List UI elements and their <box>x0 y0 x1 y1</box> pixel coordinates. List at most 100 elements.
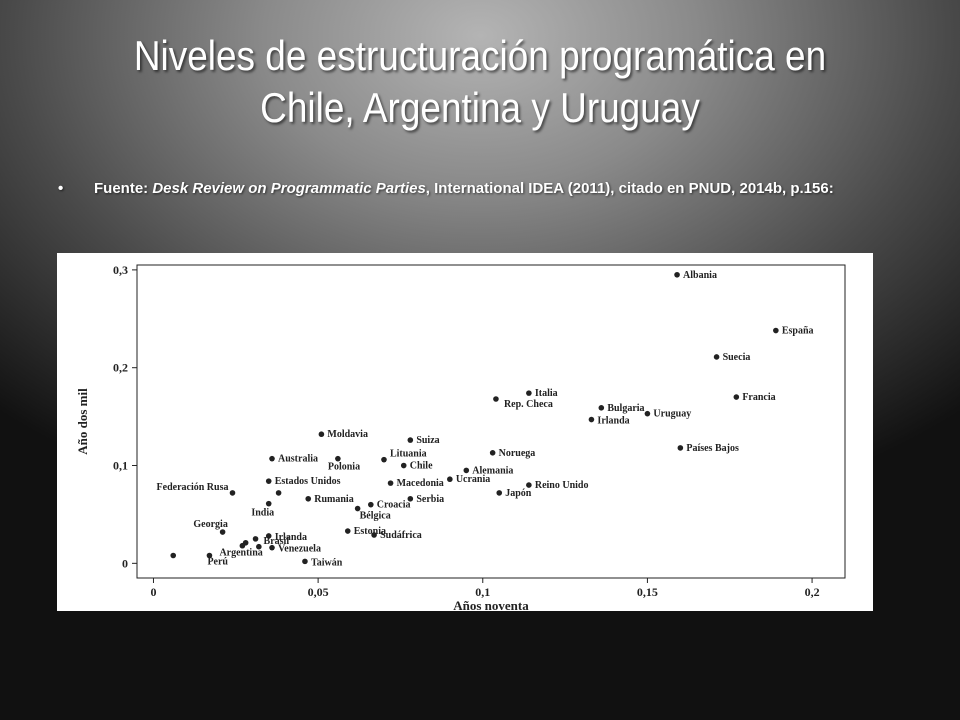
point-label: Suecia <box>723 352 751 363</box>
point-label: España <box>782 326 814 337</box>
data-point <box>275 490 282 496</box>
data-point <box>526 390 532 396</box>
x-tick-label: 0 <box>150 585 156 599</box>
data-point <box>170 552 177 559</box>
point-label: Estados Unidos <box>275 476 341 487</box>
point-label: Reino Unido <box>535 480 589 491</box>
chart-container: 0 0,05 0,1 0,15 0,2 0 0,1 0,2 0,3 Años noventa Año… <box>57 253 873 613</box>
plot-frame <box>136 264 846 579</box>
point-label: Argentina <box>219 548 262 559</box>
data-point <box>368 501 374 508</box>
data-point <box>674 271 680 278</box>
data-point <box>354 505 361 512</box>
slide-title: Niveles de estructuración programática e… <box>133 32 827 131</box>
point-label: Moldavia <box>327 429 368 440</box>
x-tick-label: 0,1 <box>475 585 490 599</box>
data-point <box>387 480 394 486</box>
point-label: Sudáfrica <box>380 530 422 541</box>
data-point <box>381 456 387 463</box>
point-label: Noruega <box>499 448 536 459</box>
data-point <box>256 543 262 550</box>
data-point <box>773 327 779 334</box>
source-prefix: Fuente: <box>94 180 153 197</box>
data-point <box>733 394 740 400</box>
data-point <box>206 552 213 559</box>
point-label: Lituania <box>390 449 427 460</box>
scatter-chart: 0 0,05 0,1 0,15 0,2 0 0,1 0,2 0,3 Años noventa Año… <box>75 263 846 613</box>
point-label: India <box>251 508 274 519</box>
data-point <box>598 405 605 411</box>
data-point <box>407 437 414 443</box>
x-tick-label: 0,05 <box>308 585 329 599</box>
data-point <box>269 455 275 462</box>
data-point <box>265 533 272 539</box>
point-label: Polonia <box>328 462 360 473</box>
data-point <box>496 490 503 496</box>
data-point <box>526 482 532 488</box>
point-label: Francia <box>742 392 775 403</box>
data-point <box>400 462 407 469</box>
data-point <box>489 450 496 456</box>
point-label: Suiza <box>416 435 439 446</box>
point-label: Irlanda <box>275 532 307 543</box>
y-tick-label: 0,2 <box>113 361 128 375</box>
point-label: Perú <box>207 556 228 567</box>
point-label: Serbia <box>416 494 444 505</box>
point-label: Chile <box>410 461 433 472</box>
point-label: Australia <box>278 454 318 465</box>
point-label: Rumania <box>314 494 353 505</box>
data-point <box>493 396 499 402</box>
data-point <box>713 354 720 360</box>
point-label: Países Bajos <box>686 443 739 454</box>
y-axis-label: Año dos mil <box>75 388 90 455</box>
data-point <box>265 478 272 484</box>
point-label: Venezuela <box>278 544 321 555</box>
point-label: Federación Rusa <box>157 482 229 493</box>
point-label: Taiwán <box>311 557 343 568</box>
x-tick-label: 0,15 <box>637 585 658 599</box>
point-label: Alemania <box>472 465 513 476</box>
y-tick-label: 0 <box>122 556 128 570</box>
data-point <box>344 528 351 534</box>
source-text: Fuente: Desk Review on Programmatic Part… <box>94 178 888 200</box>
point-label: Italia <box>535 388 558 399</box>
source-note: • Fuente: Desk Review on Programmatic Pa… <box>58 178 888 200</box>
data-point <box>219 529 226 535</box>
bullet-icon: • <box>58 180 64 197</box>
point-label: Japón <box>505 488 532 499</box>
point-label: Rep. Checa <box>504 399 553 410</box>
point-label: Bulgaria <box>607 403 644 414</box>
data-point <box>318 431 325 438</box>
data-point <box>677 445 684 451</box>
source-italic-title: Desk Review on Programmatic Parties <box>152 180 426 197</box>
data-point <box>335 455 341 462</box>
data-point <box>588 416 595 423</box>
data-point <box>447 476 453 483</box>
point-label: Ucrania <box>456 474 490 485</box>
y-tick-label: 0,3 <box>113 263 128 277</box>
y-tick-label: 0,1 <box>113 459 128 473</box>
x-tick-label: 0,2 <box>805 585 820 599</box>
point-label: Uruguay <box>653 409 691 420</box>
data-point <box>371 532 377 538</box>
point-label: Albania <box>683 270 717 281</box>
data-point <box>463 467 470 474</box>
point-label: Croacia <box>377 500 411 511</box>
x-axis-label: Años noventa <box>453 598 529 611</box>
data-point <box>407 495 414 502</box>
data-point <box>302 558 308 565</box>
point-label: Macedonia <box>397 478 444 489</box>
point-label: Brasil <box>264 536 290 547</box>
point-label: Irlanda <box>597 416 629 427</box>
data-point <box>229 490 236 496</box>
data-point <box>305 495 312 502</box>
point-label: Estonia <box>354 526 386 537</box>
point-label: Bélgica <box>360 511 391 522</box>
data-point <box>644 410 651 417</box>
data-point <box>269 544 275 551</box>
source-suffix: , International IDEA (2011), citado en P… <box>425 180 834 197</box>
data-point <box>252 536 259 542</box>
data-point <box>239 542 246 549</box>
point-label: Georgia <box>193 519 227 530</box>
data-point <box>265 500 272 507</box>
